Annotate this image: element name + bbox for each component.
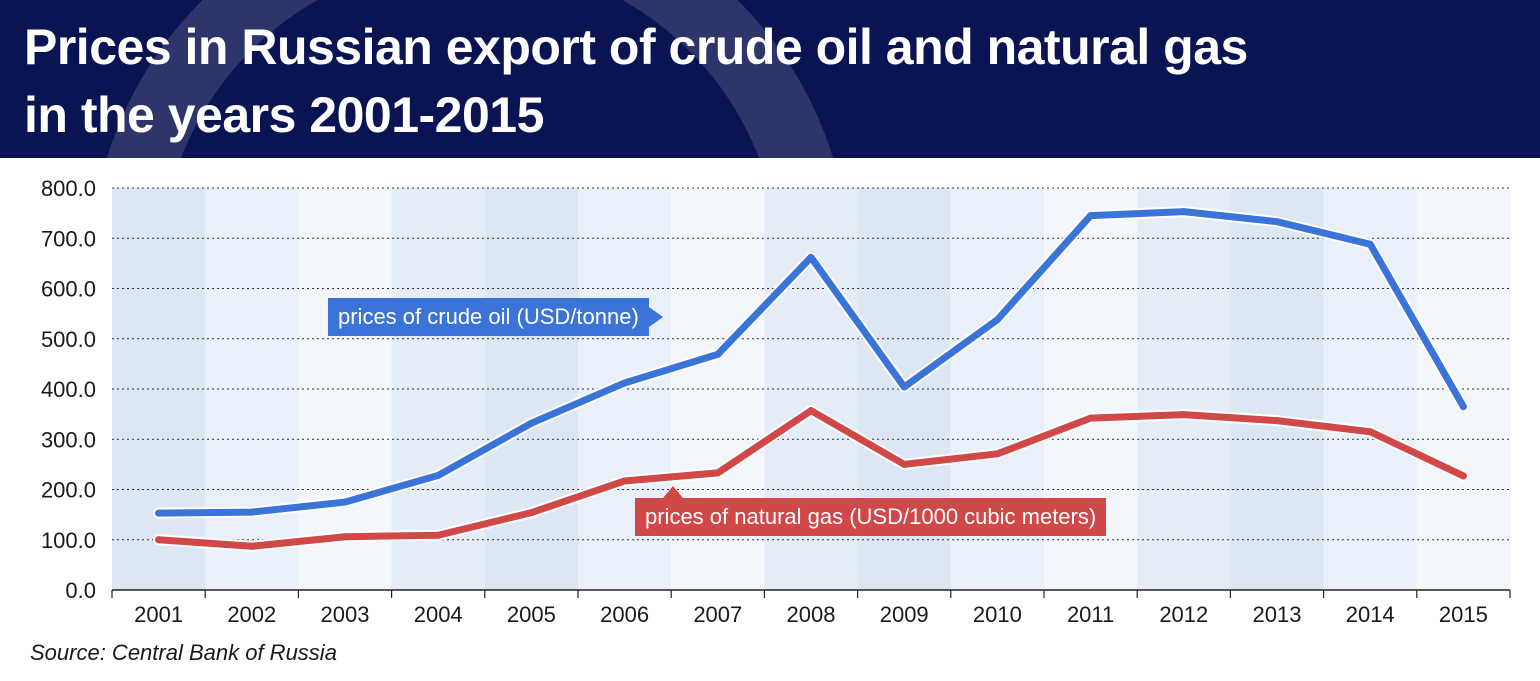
legend-oil-label: prices of crude oil (USD/tonne) (328, 298, 663, 336)
data-point (900, 383, 908, 391)
data-point (527, 419, 535, 427)
data-point (1180, 208, 1188, 216)
x-tick-label: 2006 (600, 602, 649, 627)
data-point (993, 316, 1001, 324)
data-point (155, 509, 163, 517)
x-tick-label: 2008 (787, 602, 836, 627)
x-tick-label: 2001 (134, 602, 183, 627)
data-point (1366, 240, 1374, 248)
data-point (807, 253, 815, 261)
x-tick-label: 2007 (693, 602, 742, 627)
data-point (714, 350, 722, 358)
y-tick-label: 700.0 (41, 226, 96, 251)
data-point (248, 542, 256, 550)
data-point (993, 450, 1001, 458)
data-point (341, 498, 349, 506)
data-point (248, 508, 256, 516)
x-tick-label: 2014 (1346, 602, 1395, 627)
data-point (1459, 472, 1467, 480)
y-tick-label: 100.0 (41, 528, 96, 553)
y-tick-label: 600.0 (41, 277, 96, 302)
chart-header: Prices in Russian export of crude oil an… (0, 0, 1540, 158)
data-point (1459, 403, 1467, 411)
data-point (714, 469, 722, 477)
x-tick-label: 2002 (227, 602, 276, 627)
y-tick-label: 800.0 (41, 176, 96, 201)
x-tick-label: 2005 (507, 602, 556, 627)
data-point (434, 531, 442, 539)
chart-title-line-2: in the years 2001-2015 (24, 87, 544, 143)
data-point (1087, 212, 1095, 220)
data-point (1273, 218, 1281, 226)
x-tick-label: 2011 (1067, 602, 1114, 627)
chart-title-line-1: Prices in Russian export of crude oil an… (24, 19, 1248, 75)
data-point (1273, 417, 1281, 425)
data-point (900, 460, 908, 468)
x-tick-label: 2012 (1159, 602, 1208, 627)
data-point (341, 533, 349, 541)
y-tick-label: 300.0 (41, 427, 96, 452)
x-tick-label: 2004 (414, 602, 463, 627)
x-tick-label: 2009 (880, 602, 929, 627)
data-point (434, 471, 442, 479)
data-point (1180, 411, 1188, 419)
data-point (621, 477, 629, 485)
data-point (1366, 428, 1374, 436)
data-point (807, 407, 815, 415)
x-tick-label: 2015 (1439, 602, 1488, 627)
source-note: Source: Central Bank of Russia (30, 640, 337, 665)
column-band (205, 188, 299, 590)
data-point (621, 379, 629, 387)
data-point (527, 509, 535, 517)
line-chart: 0.0 100.0 200.0 300.0 400.0 500.0 600.0 700.0 80… (41, 176, 1511, 627)
y-tick-label: 500.0 (41, 327, 96, 352)
data-point (155, 536, 163, 544)
y-tick-label: 400.0 (41, 377, 96, 402)
y-tick-label: 200.0 (41, 478, 96, 503)
x-tick-label: 2013 (1253, 602, 1302, 627)
x-tick-label: 2010 (973, 602, 1022, 627)
data-point (1087, 414, 1095, 422)
x-tick-label: 2003 (321, 602, 370, 627)
y-tick-label: 0.0 (65, 578, 96, 603)
legend-gas-label: prices of natural gas (USD/1000 cubic me… (635, 486, 1107, 536)
